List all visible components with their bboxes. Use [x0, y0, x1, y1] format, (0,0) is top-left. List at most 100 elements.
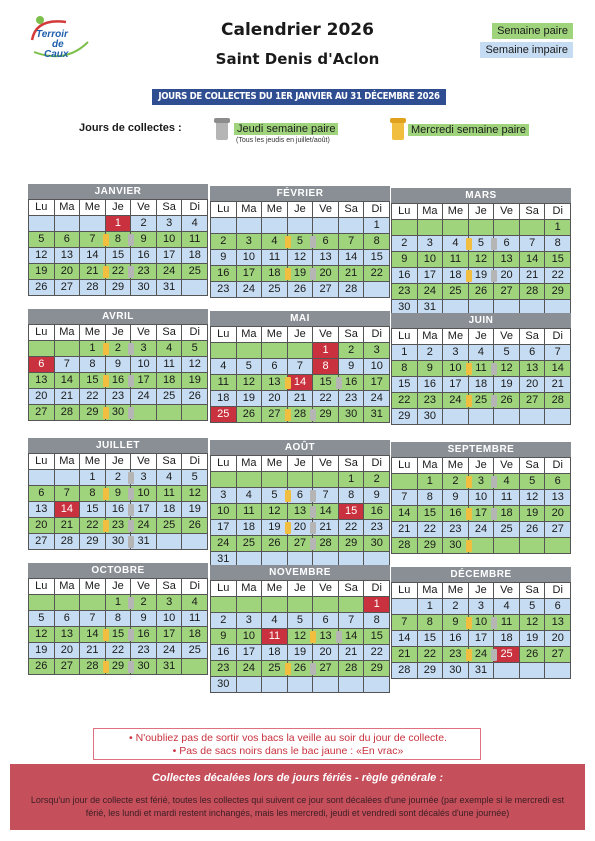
day-cell: 13	[54, 248, 81, 264]
weekday-header: Ma	[417, 329, 444, 345]
empty-day-cell	[287, 597, 314, 613]
weekday-header: Di	[182, 454, 208, 470]
weekday-header: Me	[80, 454, 106, 470]
day-cell: 17	[468, 506, 498, 522]
day-cell: 4	[182, 216, 208, 232]
empty-day-cell	[338, 218, 365, 234]
day-cell: 26	[262, 536, 288, 552]
empty-day-cell	[156, 405, 183, 421]
day-cell: 23	[105, 518, 135, 534]
day-cell: 25	[443, 284, 469, 300]
day-cell: 10	[468, 615, 498, 631]
day-cell: 3	[468, 599, 495, 615]
grey-bin-icon	[491, 508, 498, 520]
page-subtitle: Saint Denis d'Aclon	[215, 50, 380, 68]
grey-bin-icon	[491, 649, 498, 661]
weekday-header: Me	[80, 200, 106, 216]
empty-day-cell	[287, 343, 314, 359]
day-cell: 1	[364, 218, 390, 234]
grey-bin-icon	[310, 506, 317, 518]
day-cell: 28	[338, 282, 365, 298]
day-cell: 28	[519, 284, 546, 300]
month-block: MARS Lu Ma Me Je Ve Sa Di 1 2 3 4 5 6 7 8 9 10 11 12 13 14 15 1…	[391, 188, 571, 316]
logo-line2: de	[52, 39, 64, 50]
month-grid: Lu Ma Me Je Ve Sa Di 1 2 3 4 5 6 7 8 9 10 11 12 13 14 15 16 17 1…	[210, 580, 390, 693]
weekday-header: Lu	[29, 579, 55, 595]
day-cell: 20	[519, 377, 546, 393]
yellow-bin-icon	[284, 490, 291, 502]
day-cell: 22	[364, 266, 390, 282]
weekday-header: Ma	[54, 579, 81, 595]
day-cell: 11	[182, 232, 208, 248]
holiday-day-cell: 15	[338, 504, 365, 520]
day-cell: 9	[417, 361, 444, 377]
weekday-header: Di	[364, 202, 390, 218]
weekday-header: Me	[262, 202, 288, 218]
day-cell: 17	[156, 248, 183, 264]
day-cell: 11	[494, 490, 520, 506]
month-block: MAI Lu Ma Me Je Ve Sa Di 1 2 3 4 5 6 7 8 9 10 11 12 13 14 15 16…	[210, 311, 390, 423]
day-cell: 21	[54, 518, 81, 534]
day-cell: 8	[545, 236, 571, 252]
day-cell: 18	[443, 268, 472, 284]
day-cell: 6	[494, 236, 520, 252]
holiday-rule-box: Collectes décalées lors de jours fériés …	[10, 764, 585, 830]
empty-day-cell	[545, 663, 571, 679]
empty-day-cell	[262, 677, 288, 693]
day-cell: 20	[29, 518, 55, 534]
day-cell: 10	[211, 504, 237, 520]
day-cell: 8	[105, 232, 135, 248]
weekday-header: Lu	[211, 581, 237, 597]
day-cell: 5	[519, 474, 546, 490]
day-cell: 28	[545, 393, 571, 409]
empty-day-cell	[443, 220, 469, 236]
yellow-bin-icon	[465, 540, 472, 552]
day-cell: 19	[287, 266, 317, 282]
month-name: SEPTEMBRE	[391, 442, 571, 457]
day-cell: 17	[236, 645, 263, 661]
day-cell: 2	[131, 595, 157, 611]
day-cell: 27	[313, 661, 339, 677]
grey-bin-legend: Jeudi semaine paire	[234, 123, 339, 135]
day-cell: 13	[313, 629, 342, 645]
day-cell: 7	[80, 232, 109, 248]
day-cell: 12	[468, 252, 495, 268]
reminder-note: • N'oubliez pas de sortir vos bacs la ve…	[129, 732, 447, 744]
empty-day-cell	[156, 534, 183, 550]
day-cell: 15	[545, 252, 571, 268]
day-cell: 15	[364, 629, 390, 645]
day-cell: 29	[80, 534, 106, 550]
day-cell: 18	[494, 631, 520, 647]
yellow-bin-icon	[102, 234, 109, 246]
day-cell: 5	[287, 613, 314, 629]
weekday-header: Me	[443, 583, 469, 599]
weekday-header: Sa	[519, 204, 546, 220]
day-cell: 8	[105, 611, 132, 627]
empty-day-cell	[236, 677, 263, 693]
holiday-day-cell: 25	[494, 647, 520, 663]
day-cell: 14	[338, 629, 365, 645]
month-grid: Lu Ma Me Je Ve Sa Di 1 2 3 4 5 6 7 8 9 10 11 12 13 14 15 16 17 1…	[391, 457, 571, 554]
day-cell: 1	[417, 599, 444, 615]
weekday-header: Ma	[54, 325, 81, 341]
yellow-bin-icon	[390, 118, 406, 140]
empty-day-cell	[262, 597, 288, 613]
day-cell: 24	[236, 282, 263, 298]
day-cell: 5	[236, 359, 263, 375]
weekday-header: Di	[364, 581, 390, 597]
weekday-header: Ve	[494, 329, 520, 345]
yellow-bin-icon	[102, 488, 109, 500]
day-cell: 20	[545, 506, 571, 522]
day-cell: 2	[211, 234, 237, 250]
yellow-bin-icon	[284, 268, 291, 280]
day-cell: 27	[262, 407, 291, 423]
empty-day-cell	[211, 343, 237, 359]
weekday-header: Ma	[417, 458, 444, 474]
empty-day-cell	[313, 472, 339, 488]
weekday-header: Ve	[131, 454, 157, 470]
day-cell: 20	[54, 643, 81, 659]
day-cell: 11	[156, 357, 183, 373]
day-cell: 20	[29, 389, 55, 405]
yellow-bin-icon	[284, 409, 291, 421]
reminder-box: • N'oubliez pas de sortir vos bacs la ve…	[93, 728, 481, 760]
